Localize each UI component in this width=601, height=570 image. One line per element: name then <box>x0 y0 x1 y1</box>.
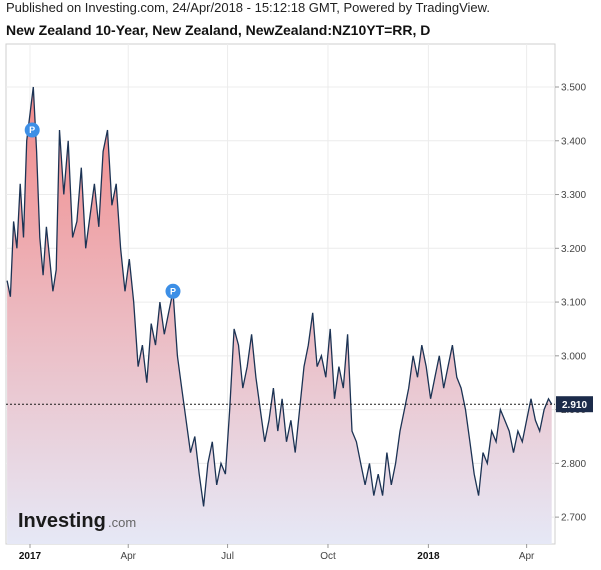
chart-title: New Zealand 10-Year, New Zealand, NewZea… <box>6 22 431 38</box>
last-value-label: 2.910 <box>562 400 587 411</box>
y-tick-label: 3.300 <box>561 190 586 201</box>
x-tick-label: Apr <box>120 551 136 562</box>
x-tick-label: 2017 <box>19 551 42 562</box>
p-marker-label: P <box>29 125 35 135</box>
y-tick-label: 3.500 <box>561 83 586 94</box>
investing-logo: Investing .com <box>18 510 136 532</box>
y-tick-label: 3.100 <box>561 298 586 309</box>
p-marker-icon[interactable] <box>165 283 181 299</box>
y-tick-label: 2.700 <box>561 513 586 524</box>
y-axis: 3.5003.4003.3003.2003.1003.0002.9002.800… <box>555 83 586 524</box>
x-tick-label: Oct <box>320 551 336 562</box>
series-area <box>7 87 552 544</box>
logo-suffix: .com <box>108 515 136 530</box>
y-tick-label: 3.400 <box>561 136 586 147</box>
x-tick-label: Jul <box>221 551 234 562</box>
last-value-box <box>556 396 593 413</box>
y-tick-label: 3.200 <box>561 244 586 255</box>
x-tick-label: Apr <box>519 551 535 562</box>
p-marker-label: P <box>170 287 176 297</box>
last-value-badge: 2.910 <box>556 396 593 413</box>
published-note: Published on Investing.com, 24/Apr/2018 … <box>6 0 490 15</box>
y-tick-label: 2.800 <box>561 459 586 470</box>
p-marker-icon[interactable] <box>24 122 40 138</box>
x-tick-label: 2018 <box>417 551 440 562</box>
logo-text: Investing <box>18 510 106 532</box>
x-axis: 2017 Apr Jul Oct 2018 Apr <box>19 544 535 562</box>
markers: PP <box>24 122 181 299</box>
y-tick-label: 3.000 <box>561 351 586 362</box>
